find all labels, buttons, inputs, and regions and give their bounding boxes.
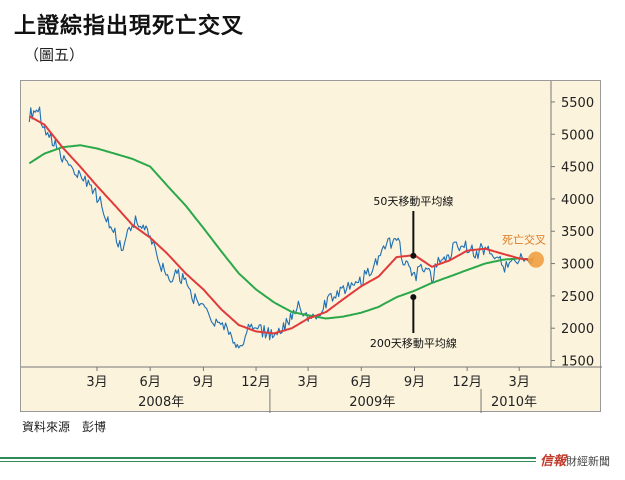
death-cross-marker — [527, 251, 544, 268]
y-tick-label: 2000 — [561, 322, 594, 337]
price-line — [28, 106, 534, 349]
year-label: 2009年 — [349, 395, 395, 410]
brand-logo-text: 信報 — [540, 454, 567, 469]
source-note: 資料來源 彭博 — [22, 420, 107, 434]
y-tick-label: 3500 — [561, 225, 594, 240]
x-tick-label: 3月 — [509, 375, 530, 390]
footer-divider-thin — [0, 461, 536, 462]
x-tick-label: 12月 — [452, 375, 482, 390]
x-tick-label: 6月 — [140, 375, 161, 390]
ma50-label: 50天移動平均線 — [373, 194, 453, 208]
year-label: 2008年 — [138, 395, 184, 410]
ma200-callout-dot — [410, 294, 417, 301]
x-tick-label: 12月 — [241, 375, 271, 390]
y-tick-label: 4000 — [561, 193, 594, 208]
year-label: 2010年 — [491, 395, 537, 410]
y-tick-label: 1500 — [561, 355, 594, 370]
y-tick-label: 4500 — [561, 161, 594, 176]
footer-divider — [0, 457, 536, 459]
ma200-label: 200天移動平均線 — [370, 336, 457, 350]
y-tick-label: 5500 — [561, 96, 594, 111]
x-tick-label: 3月 — [86, 375, 107, 390]
brand-suffix: 財經新聞 — [566, 455, 611, 468]
x-tick-label: 6月 — [351, 375, 372, 390]
ma200-line — [28, 144, 534, 320]
figure-number: （圖五） — [24, 46, 85, 64]
y-tick-label: 5000 — [561, 128, 594, 143]
x-tick-label: 9月 — [404, 375, 425, 390]
y-tick-label: 2500 — [561, 290, 594, 305]
ma50-line — [28, 115, 534, 335]
death-cross-label: 死亡交叉 — [502, 233, 546, 247]
x-tick-label: 3月 — [297, 375, 318, 390]
page-title: 上證綜指出現死亡交叉 — [14, 14, 245, 39]
brand-logo: 信報財經新聞 — [540, 450, 610, 469]
line-chart: 1500 2000 2500 3000 3500 4000 4500 5000 5500 3月 6月… — [21, 81, 602, 413]
chart-area: 1500 2000 2500 3000 3500 4000 4500 5000 5500 3月 6月… — [20, 80, 602, 413]
y-tick-label: 3000 — [561, 258, 594, 273]
x-tick-label: 9月 — [193, 375, 214, 390]
ma50-callout-dot — [410, 252, 417, 259]
